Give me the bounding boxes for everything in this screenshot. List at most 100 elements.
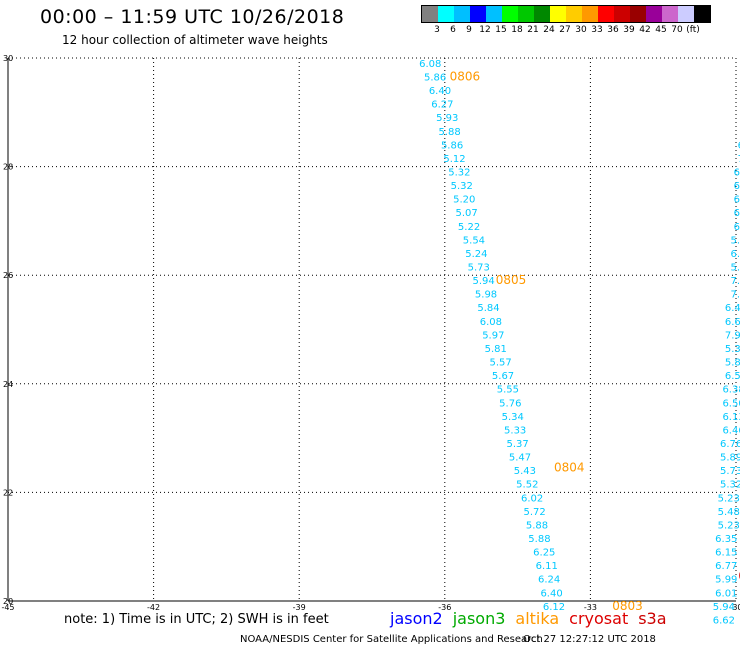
- legend-tick-label: 24: [543, 25, 555, 35]
- time-label: 0: [738, 569, 740, 583]
- legend-tick-label: 70: [671, 25, 683, 35]
- generation-timestamp: Oct 27 12:27:12 UTC 2018: [523, 634, 656, 645]
- legend-swatch: [598, 6, 614, 22]
- legend-swatch: [422, 6, 438, 22]
- wave-height-point: 5.47: [509, 453, 531, 464]
- credit-line: NOAA/NESDIS Center for Satellite Applica…: [240, 634, 543, 645]
- wave-height-point: 5.73: [468, 263, 490, 274]
- wave-height-point: 6.56: [725, 371, 740, 382]
- legend-tick-label: 42: [639, 25, 651, 35]
- wave-height-point: 6.50: [722, 398, 740, 409]
- wave-height-point: 5.97: [482, 330, 504, 341]
- x-tick-label: -30: [729, 603, 740, 612]
- plot-points: 6.085.866.406.275.935.885.865.125.325.32…: [419, 59, 740, 627]
- legend-tick-label: 45: [655, 25, 667, 35]
- wave-height-point: 6.15: [715, 548, 737, 559]
- wave-height-point: 6.76: [720, 439, 740, 450]
- legend-swatch: [582, 6, 598, 22]
- page-title: 00:00 – 11:59 UTC 10/26/2018: [40, 6, 345, 28]
- legend-tick-label: 6: [450, 25, 456, 35]
- wave-height-point: 5.86: [725, 358, 740, 369]
- time-label: 0805: [496, 273, 527, 287]
- wave-height-point: 5.94: [713, 602, 735, 613]
- satellite-legend: jason2 jason3 altika cryosat s3a: [390, 609, 677, 628]
- legend-tick-label: 27: [559, 25, 571, 35]
- wave-height-point: 6.25: [533, 548, 555, 559]
- wave-height-point: 6.60: [725, 317, 740, 328]
- wave-height-point: 5.4: [730, 235, 740, 246]
- legend-swatch: [614, 6, 630, 22]
- legend-tick-label: 15: [495, 25, 507, 35]
- wave-height-point: 6.: [734, 167, 740, 178]
- y-tick-label: 26: [3, 271, 13, 280]
- wave-height-point: 5.57: [489, 358, 511, 369]
- plot-time-labels: 0806 0805 0804 0803 0: [450, 69, 740, 612]
- wave-height-point: 5.72: [523, 507, 545, 518]
- wave-height-point: 6.40: [429, 86, 451, 97]
- legend-tick-label: 36: [607, 25, 619, 35]
- wave-height-point: 6.12: [543, 602, 565, 613]
- wave-height-point: 5.93: [436, 113, 458, 124]
- x-tick-label: -33: [584, 603, 597, 612]
- wave-height-point: 5.88: [439, 127, 461, 138]
- legend-swatch: [566, 6, 582, 22]
- wave-height-point: 6.02: [521, 493, 543, 504]
- wave-height-point: 5.89: [720, 453, 740, 464]
- wave-height-point: 5.54: [463, 235, 485, 246]
- wave-height-point: 6.08: [480, 317, 502, 328]
- legend-swatch: [630, 6, 646, 22]
- legend-tick-label: 12: [479, 25, 491, 35]
- legend-swatch: [550, 6, 566, 22]
- wave-height-point: 5.86: [441, 140, 463, 151]
- wave-height-point: 5.07: [456, 208, 478, 219]
- legend-tick-label: 3: [434, 25, 440, 35]
- wave-height-point: 6.: [734, 222, 740, 233]
- wave-height-point: 5.37: [506, 439, 528, 450]
- legend-tick-label: 39: [623, 25, 635, 35]
- wave-height-point: 6: [738, 140, 740, 151]
- wave-height-point: 5.34: [502, 412, 524, 423]
- wave-height-point: 5.88: [528, 534, 550, 545]
- wave-height-point: 5.33: [504, 425, 526, 436]
- y-tick-label: 24: [3, 380, 13, 389]
- legend-swatch: [678, 6, 694, 22]
- satellite-label-cryosat: cryosat: [569, 609, 629, 628]
- time-label: 0803: [612, 599, 643, 613]
- wave-height-point: 7.97: [725, 330, 740, 341]
- wave-height-point: 7.1: [730, 290, 740, 301]
- satellite-label-jason3: jason3: [452, 609, 506, 628]
- wave-height-point: 6.40: [540, 588, 562, 599]
- page-subtitle: 12 hour collection of altimeter wave hei…: [62, 33, 328, 47]
- wave-height-point: 5.81: [485, 344, 507, 355]
- wave-height-point: 5.73: [720, 466, 740, 477]
- satellite-label-altika: altika: [515, 609, 560, 628]
- legend-tick-label: 21: [527, 25, 539, 35]
- wave-height-point: 6.11: [536, 561, 558, 572]
- wave-height-point: 7.2: [730, 276, 740, 287]
- color-legend: 3 6 9 12 15 18 21 24 27 30 33 36 39 42 45 70 (ft): [421, 5, 711, 37]
- wave-height-point: 6.4: [730, 249, 740, 260]
- wave-height-point: 6.27: [431, 100, 453, 111]
- color-scale-bar: [421, 5, 711, 23]
- y-tick-label: 30: [3, 54, 13, 63]
- wave-height-point: 5.0: [730, 263, 740, 274]
- wave-height-point: 6.: [734, 181, 740, 192]
- footer-note: note: 1) Time is in UTC; 2) SWH is in fe…: [64, 612, 329, 627]
- wave-height-point: 5.76: [499, 398, 521, 409]
- legend-swatch: [518, 6, 534, 22]
- wave-height-point: 6.08: [419, 59, 441, 70]
- time-label: 0806: [450, 69, 481, 83]
- wave-height-point: 6.62: [713, 615, 735, 626]
- y-tick-label: 20: [3, 597, 13, 606]
- wave-height-point: 5.33: [725, 344, 740, 355]
- legend-swatch: [502, 6, 518, 22]
- wave-height-point: 5.24: [465, 249, 487, 260]
- legend-swatch: [662, 6, 678, 22]
- legend-swatch: [646, 6, 662, 22]
- wave-height-point: 5.48: [718, 507, 740, 518]
- wave-height-point: 5.84: [477, 303, 499, 314]
- x-tick-label: -45: [1, 603, 14, 612]
- wave-height-point: 5.67: [492, 371, 514, 382]
- wave-height-point: 6.49: [725, 303, 740, 314]
